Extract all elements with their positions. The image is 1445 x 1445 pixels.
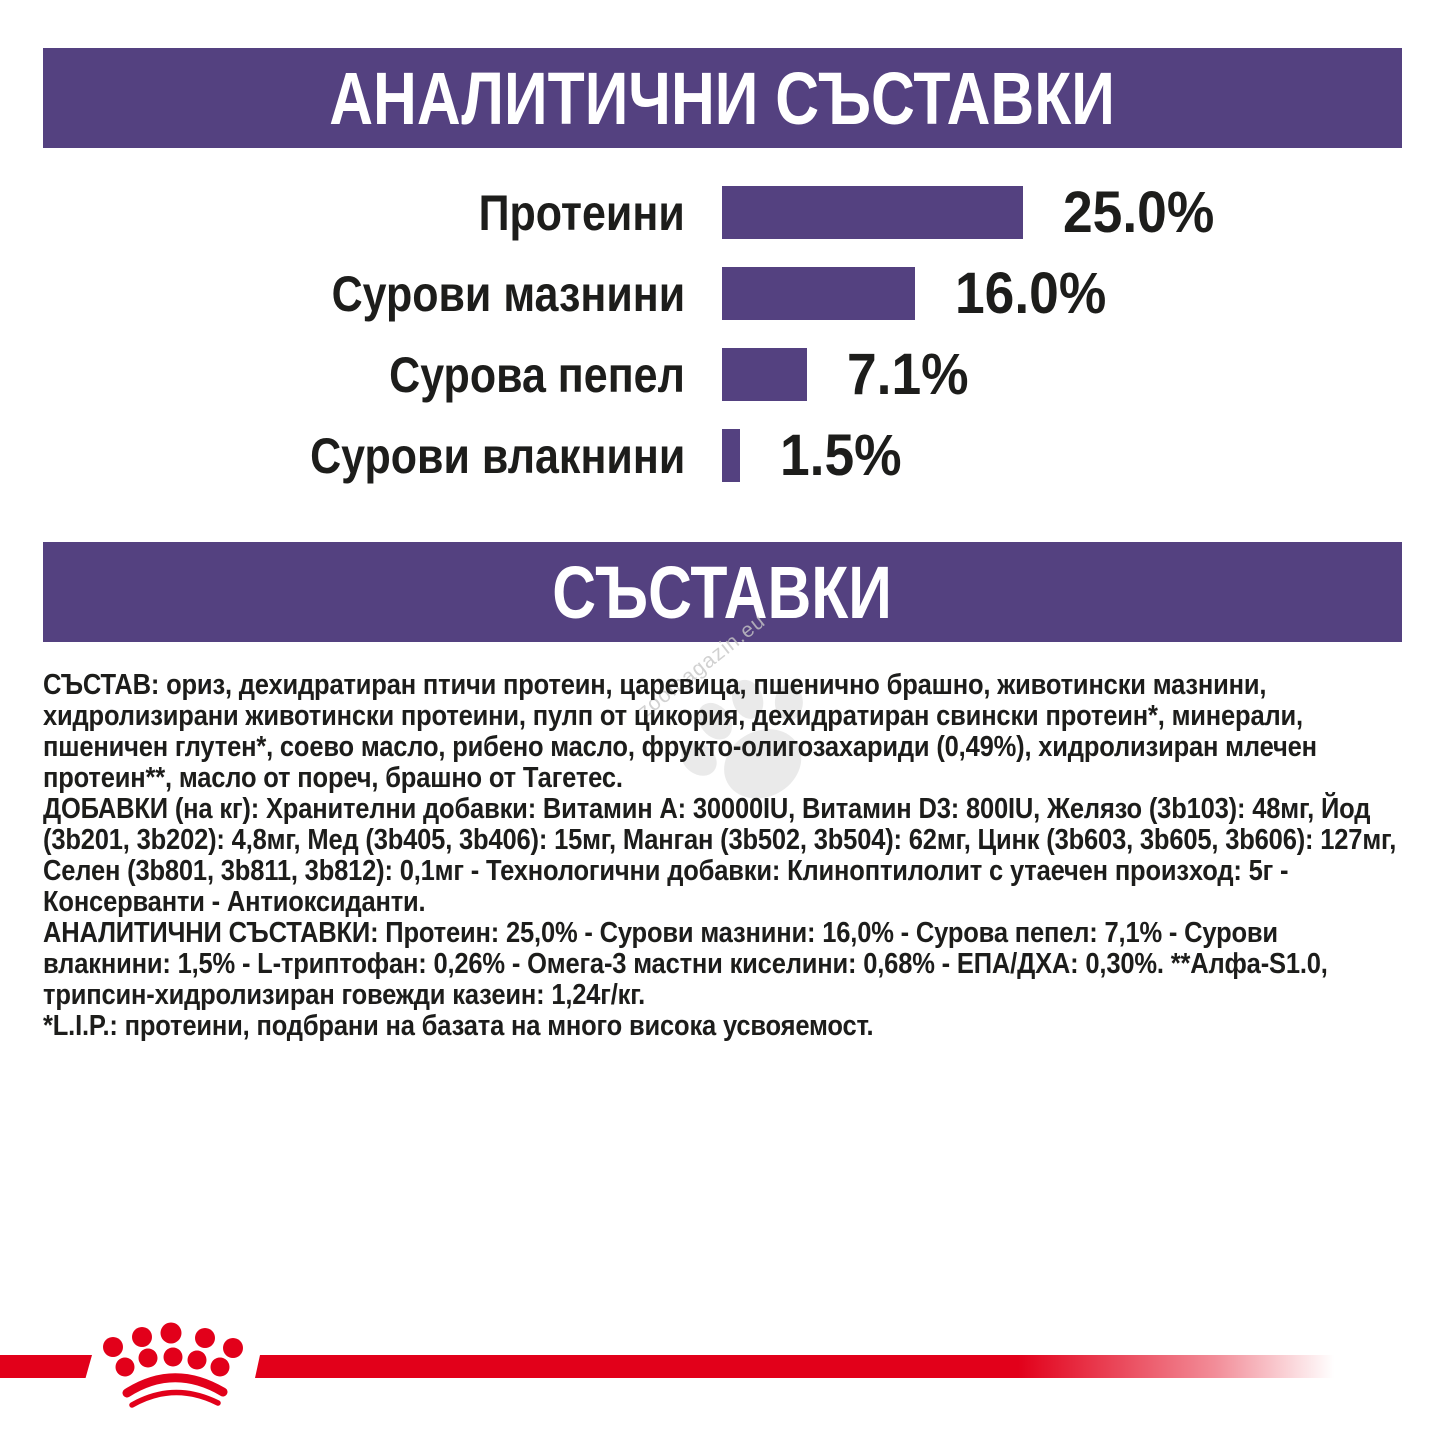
ingredients-text-block: СЪСТАВ: ориз, дехидратиран птичи протеин… [43, 670, 1403, 1042]
bar-label: Протеини [478, 184, 685, 241]
additives-paragraph: ДОБАВКИ (на кг): Хранителни добавки: Вит… [43, 793, 1397, 918]
bar-label: Сурови влакнини [309, 427, 685, 484]
bar-label: Сурова пепел [389, 346, 685, 403]
brand-stripe-left [0, 1355, 92, 1378]
lip-note-paragraph: *L.I.P.: протеини, подбрани на базата на… [43, 1010, 874, 1042]
bar-protein [722, 186, 1023, 239]
royal-canin-crown-logo [103, 1322, 243, 1408]
bar-value: 7.1% [847, 342, 969, 407]
bar-value: 1.5% [780, 423, 902, 488]
bar-crude-ash [722, 348, 807, 401]
brand-stripe-right [255, 1355, 1345, 1378]
bar-crude-fibre [722, 429, 740, 482]
analytical-paragraph: АНАЛИТИЧНИ СЪСТАВКИ: Протеин: 25,0% - Су… [43, 917, 1328, 1011]
chart-row-crude-ash: Сурова пепел 7.1% [0, 342, 1445, 407]
bar-value: 16.0% [955, 261, 1107, 326]
ingredients-banner: СЪСТАВКИ [43, 542, 1402, 642]
analytical-components-bar-chart: Протеини 25.0% Сурови мазнини 16.0% Суро… [0, 180, 1445, 510]
analytical-components-banner: АНАЛИТИЧНИ СЪСТАВКИ [43, 48, 1402, 148]
chart-row-crude-fibre: Сурови влакнини 1.5% [0, 423, 1445, 488]
bar-label: Сурови мазнини [331, 265, 685, 322]
bar-crude-fat [722, 267, 915, 320]
composition-paragraph: СЪСТАВ: ориз, дехидратиран птичи протеин… [43, 669, 1317, 794]
analytical-banner-title: АНАЛИТИЧНИ СЪСТАВКИ [329, 56, 1116, 140]
chart-row-crude-fat: Сурови мазнини 16.0% [0, 261, 1445, 326]
chart-row-protein: Протеини 25.0% [0, 180, 1445, 245]
bar-value: 25.0% [1063, 180, 1215, 245]
ingredients-banner-title: СЪСТАВКИ [552, 550, 893, 634]
